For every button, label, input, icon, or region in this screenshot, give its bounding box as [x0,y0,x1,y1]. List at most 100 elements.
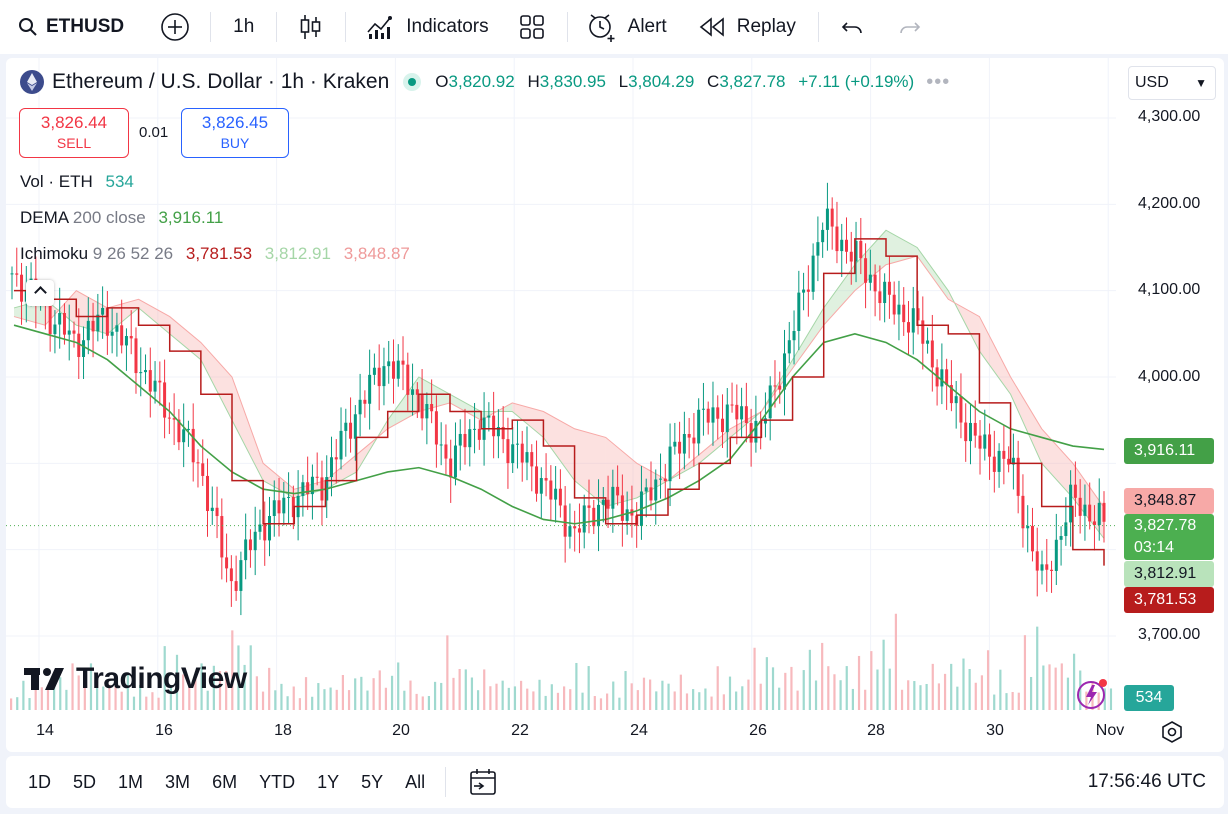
add-symbol-button[interactable] [160,0,190,54]
price-chart[interactable] [6,58,1224,752]
volume-bar [649,679,652,710]
volume-bar [446,635,449,710]
indicators-button[interactable]: Indicators [366,0,489,54]
volume-bar [839,680,842,710]
candle-body [926,340,930,344]
volume-bar [735,691,738,710]
volume-bar [857,655,861,710]
range-5y[interactable]: 5Y [361,771,384,792]
tradingview-logo[interactable]: TradingView [24,662,247,696]
replay-button[interactable]: Replay [699,0,796,54]
volume-bar [1048,664,1051,710]
range-6m[interactable]: 6M [212,771,238,792]
redo-icon [897,17,921,37]
candle-body [77,333,81,357]
range-5d[interactable]: 5D [73,771,97,792]
symbol-search[interactable]: ETHUSD [18,0,124,54]
volume-bar [231,630,234,710]
ichimoku-indicator-name: Ichimoku [20,244,89,263]
interval-button[interactable]: 1h [233,0,254,54]
volume-bar [728,676,732,710]
volume-bar [790,666,793,710]
chart-settings-button[interactable] [1160,720,1184,749]
volume-bar [587,666,590,710]
close-value: 3,827.78 [719,72,786,91]
volume-bar [833,674,836,710]
redo-button[interactable] [897,0,921,54]
ichimoku-value-span-b: 3,848.87 [343,244,410,263]
volume-bar [747,679,750,710]
candle-body [1083,504,1087,516]
range-1m[interactable]: 1M [118,771,144,792]
candle-body [716,407,720,419]
ichimoku-indicator-row[interactable]: Ichimoku 9 26 52 26 3,781.53 3,812.91 3,… [20,244,410,264]
candle-body [625,509,629,521]
currency-selector[interactable]: USD ▼ [1128,66,1216,100]
candle-body [148,370,152,392]
volume-tag: 534 [1124,685,1174,711]
candle-body [940,369,944,387]
range-ytd[interactable]: YTD [259,771,296,792]
candle-body [391,361,395,379]
more-dots-icon[interactable]: ••• [926,70,951,93]
volume-bar [526,688,529,710]
volume-bar [968,668,971,710]
ichimoku-cloud-segment [886,230,918,265]
volume-bar [784,672,787,710]
volume-bar [286,696,289,710]
volume-bar [722,694,725,710]
buy-price: 3,826.45 [201,113,269,132]
candle-body [806,289,810,292]
candle-body [201,463,205,476]
layout-grid-icon [519,14,545,40]
ichimoku-cloud-segment [792,307,824,369]
magic-ai-icon[interactable] [1074,676,1110,712]
alert-button[interactable]: Alert [586,0,667,54]
open-label: O [435,72,449,91]
collapse-legend-button[interactable] [26,280,54,306]
go-to-date-button[interactable] [468,767,498,797]
undo-button[interactable] [841,0,865,54]
candle-body [1050,569,1054,571]
volume-bar [347,690,351,710]
volume-bar [1029,676,1033,710]
range-3m[interactable]: 3M [165,771,191,792]
candle-body [949,385,953,404]
range-1y[interactable]: 1Y [317,771,340,792]
candle-body [62,312,66,335]
candle-body [816,242,820,256]
sell-button[interactable]: 3,826.44 SELL [19,108,129,158]
candle-body [101,307,105,315]
range-1d[interactable]: 1D [28,771,52,792]
ichimoku-cloud-segment [76,290,108,334]
candle-body [897,304,901,315]
layout-button[interactable] [519,0,545,54]
clock-readout[interactable]: 17:56:46 UTC [1087,771,1206,792]
volume-bar [575,662,578,710]
dema-indicator-row[interactable]: DEMA 200 close 3,916.11 [20,208,223,228]
candle-body [644,487,648,492]
volume-bar [304,677,308,710]
volume-bar [28,698,31,710]
range-all[interactable]: All [405,771,426,792]
volume-bar [612,681,615,710]
candle-body [401,360,405,365]
candle-body [697,409,701,444]
candle-body [673,441,677,447]
candle-body [420,394,424,419]
time-tick: 24 [630,722,648,739]
candle-body [458,433,462,446]
volume-bar [913,681,916,710]
volume-bar [814,680,818,710]
volume-bar [59,677,62,710]
volume-indicator-row[interactable]: Vol · ETH 534 [20,172,134,192]
candle-body [1092,521,1096,526]
volume-bar [261,691,265,710]
volume-bar [440,682,443,710]
volume-bar [1103,688,1106,710]
chart-panel[interactable]: Ethereum / U.S. Dollar · 1h · Kraken O3,… [6,58,1224,752]
volume-bar [10,698,13,710]
chart-type-button[interactable] [299,0,323,54]
volume-bar [298,698,301,710]
buy-button[interactable]: 3,826.45 BUY [181,108,289,158]
